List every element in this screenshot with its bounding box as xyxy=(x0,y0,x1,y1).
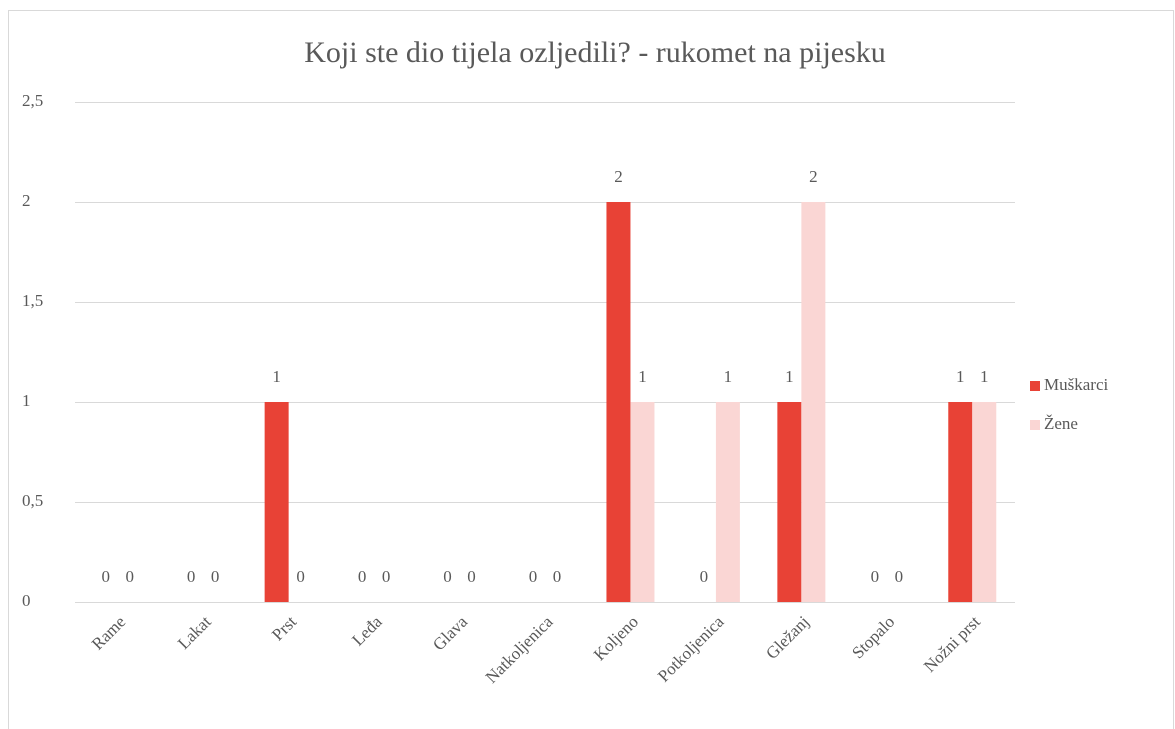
data-label: 0 xyxy=(101,567,110,586)
data-label: 2 xyxy=(809,167,818,186)
y-tick-label: 0,5 xyxy=(22,491,43,510)
data-label: 1 xyxy=(956,367,965,386)
legend-swatch xyxy=(1030,420,1040,430)
data-label: 0 xyxy=(467,567,476,586)
bar xyxy=(948,402,973,602)
data-label: 1 xyxy=(724,367,733,386)
legend-label: Muškarci xyxy=(1044,375,1108,394)
data-label: 1 xyxy=(272,367,281,386)
data-label: 1 xyxy=(638,367,647,386)
legend-label: Žene xyxy=(1044,414,1078,433)
data-label: 1 xyxy=(785,367,794,386)
data-label: 0 xyxy=(382,567,391,586)
data-label: 1 xyxy=(980,367,989,386)
bar xyxy=(606,202,631,602)
bar xyxy=(630,402,655,602)
data-label: 2 xyxy=(614,167,623,186)
bar xyxy=(972,402,997,602)
data-label: 0 xyxy=(553,567,562,586)
y-tick-label: 0 xyxy=(22,591,31,610)
data-label: 0 xyxy=(125,567,134,586)
bar xyxy=(715,402,740,602)
chart-border xyxy=(8,10,1174,729)
legend-swatch xyxy=(1030,381,1040,391)
data-label: 0 xyxy=(211,567,220,586)
data-label: 0 xyxy=(443,567,452,586)
bar xyxy=(801,202,826,602)
y-tick-label: 2 xyxy=(22,191,31,210)
data-label: 0 xyxy=(871,567,880,586)
bar xyxy=(777,402,802,602)
y-tick-label: 1,5 xyxy=(22,291,43,310)
data-label: 0 xyxy=(358,567,367,586)
y-tick-label: 2,5 xyxy=(22,91,43,110)
chart-title: Koji ste dio tijela ozljedili? - rukomet… xyxy=(304,36,886,69)
data-label: 0 xyxy=(529,567,538,586)
data-label: 0 xyxy=(895,567,904,586)
data-label: 0 xyxy=(296,567,305,586)
bar xyxy=(264,402,289,602)
data-label: 0 xyxy=(187,567,196,586)
y-tick-label: 1 xyxy=(22,391,31,410)
data-label: 0 xyxy=(700,567,709,586)
